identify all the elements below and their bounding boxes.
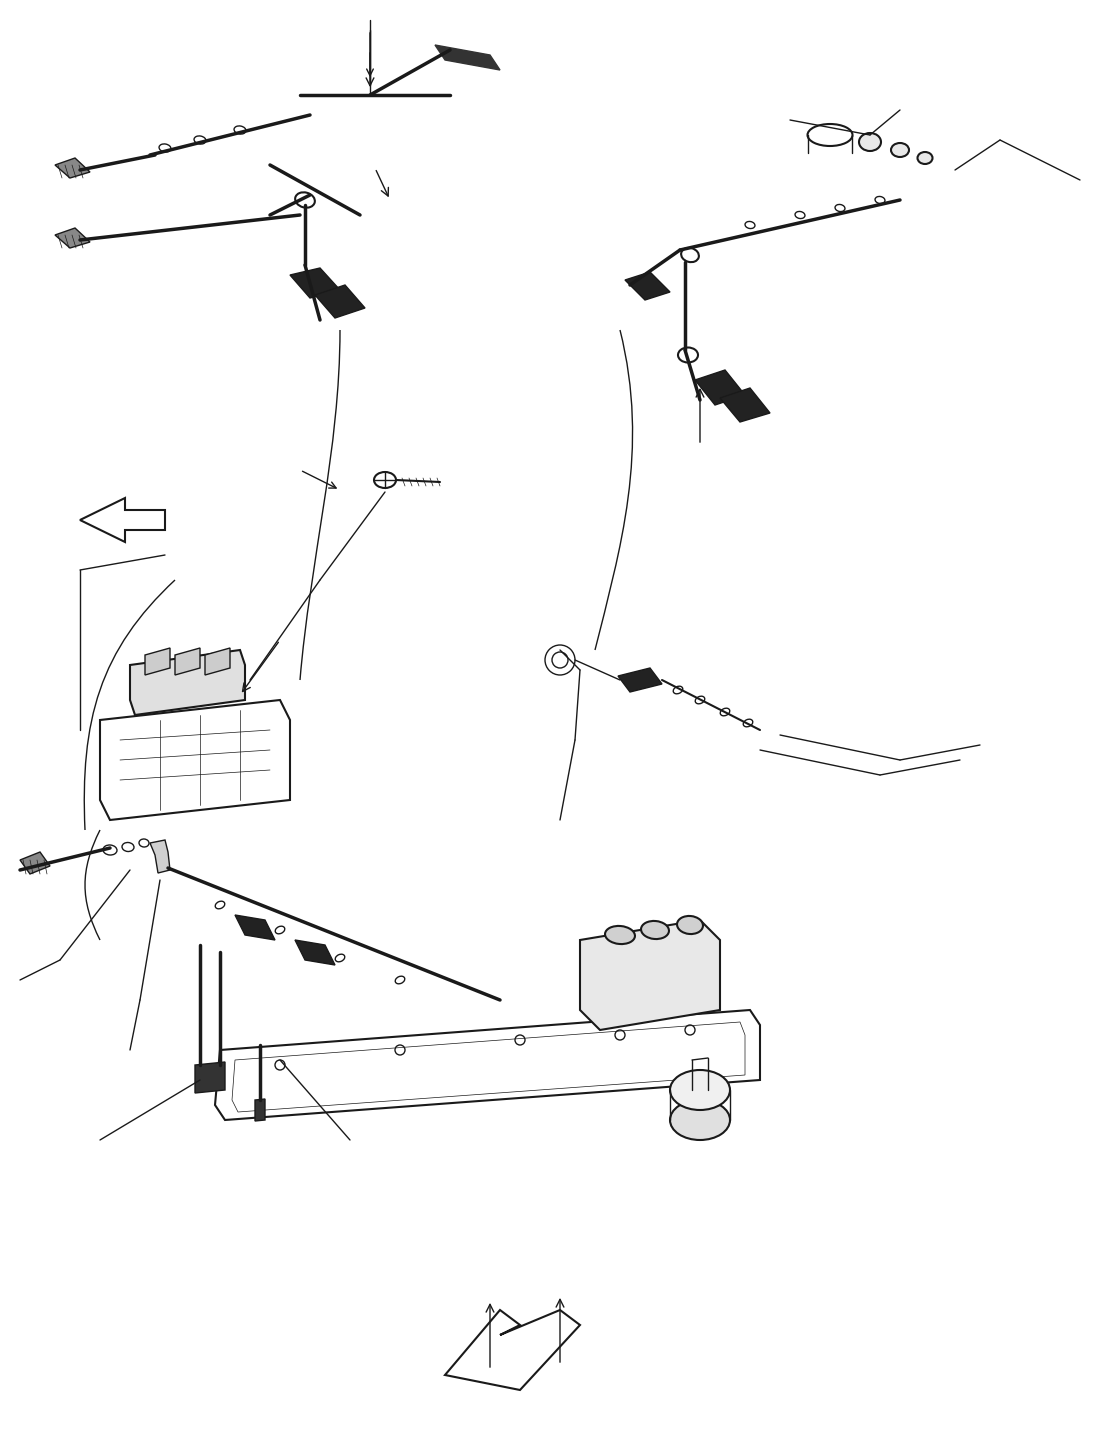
Polygon shape <box>315 285 365 318</box>
Ellipse shape <box>670 1100 730 1140</box>
Ellipse shape <box>917 153 933 164</box>
Ellipse shape <box>605 926 635 945</box>
Polygon shape <box>175 648 200 675</box>
Polygon shape <box>144 648 170 675</box>
Ellipse shape <box>641 922 669 939</box>
Ellipse shape <box>859 132 881 151</box>
Polygon shape <box>55 158 90 179</box>
Polygon shape <box>55 228 90 248</box>
Polygon shape <box>205 648 230 675</box>
Polygon shape <box>625 272 670 300</box>
Polygon shape <box>580 920 720 1030</box>
Polygon shape <box>618 668 662 693</box>
Circle shape <box>552 652 568 668</box>
Polygon shape <box>295 940 335 965</box>
Polygon shape <box>290 268 340 298</box>
Polygon shape <box>696 370 745 405</box>
Polygon shape <box>20 852 50 874</box>
Polygon shape <box>720 387 769 422</box>
Ellipse shape <box>670 1070 730 1110</box>
Polygon shape <box>235 914 276 940</box>
Polygon shape <box>130 649 245 716</box>
Polygon shape <box>435 45 500 71</box>
Polygon shape <box>195 1063 225 1093</box>
Polygon shape <box>150 840 170 873</box>
Polygon shape <box>255 1099 265 1120</box>
Ellipse shape <box>892 143 909 157</box>
Ellipse shape <box>676 916 703 935</box>
